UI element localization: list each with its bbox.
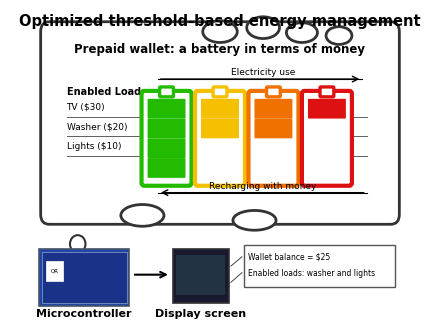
Text: Washer ($20): Washer ($20) — [66, 123, 127, 132]
FancyBboxPatch shape — [46, 261, 63, 281]
FancyBboxPatch shape — [201, 118, 239, 138]
FancyBboxPatch shape — [254, 99, 293, 118]
FancyBboxPatch shape — [41, 252, 127, 303]
FancyBboxPatch shape — [320, 87, 334, 97]
Text: Recharging with money: Recharging with money — [209, 182, 317, 191]
Circle shape — [59, 262, 66, 271]
Text: Wallet balance = $25: Wallet balance = $25 — [249, 253, 331, 262]
FancyBboxPatch shape — [147, 158, 186, 178]
Circle shape — [63, 250, 75, 263]
Text: Electricity use: Electricity use — [231, 68, 295, 77]
FancyBboxPatch shape — [267, 87, 280, 97]
Text: Enabled Loads: Enabled Loads — [66, 87, 147, 97]
Text: Enabled loads: washer and lights: Enabled loads: washer and lights — [249, 269, 376, 278]
FancyBboxPatch shape — [213, 87, 227, 97]
FancyBboxPatch shape — [249, 91, 298, 186]
FancyBboxPatch shape — [302, 91, 352, 186]
Ellipse shape — [203, 21, 237, 42]
Text: Lights ($10): Lights ($10) — [66, 142, 121, 151]
FancyBboxPatch shape — [308, 99, 346, 118]
Text: Prepaid wallet: a battery in terms of money: Prepaid wallet: a battery in terms of mo… — [74, 43, 366, 56]
Circle shape — [70, 235, 85, 253]
Ellipse shape — [121, 204, 164, 226]
Ellipse shape — [233, 211, 276, 230]
FancyBboxPatch shape — [195, 91, 245, 186]
Text: QR: QR — [51, 268, 59, 273]
FancyBboxPatch shape — [39, 249, 129, 306]
FancyBboxPatch shape — [40, 22, 400, 224]
Text: Display screen: Display screen — [154, 309, 246, 319]
Ellipse shape — [247, 17, 279, 39]
Text: TV ($30): TV ($30) — [66, 103, 105, 112]
FancyBboxPatch shape — [254, 118, 293, 138]
FancyBboxPatch shape — [142, 91, 191, 186]
FancyBboxPatch shape — [147, 138, 186, 158]
FancyBboxPatch shape — [147, 118, 186, 138]
FancyBboxPatch shape — [176, 255, 225, 295]
FancyBboxPatch shape — [201, 99, 239, 118]
Ellipse shape — [286, 23, 317, 42]
FancyBboxPatch shape — [244, 245, 395, 287]
Text: Microcontroller: Microcontroller — [36, 309, 132, 319]
FancyBboxPatch shape — [172, 249, 229, 303]
FancyBboxPatch shape — [147, 99, 186, 118]
Text: Optimized threshold-based energy management: Optimized threshold-based energy managem… — [19, 14, 421, 29]
Ellipse shape — [326, 27, 352, 45]
FancyBboxPatch shape — [160, 87, 173, 97]
